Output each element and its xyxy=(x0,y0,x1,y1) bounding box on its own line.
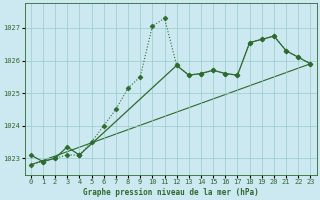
X-axis label: Graphe pression niveau de la mer (hPa): Graphe pression niveau de la mer (hPa) xyxy=(83,188,259,197)
